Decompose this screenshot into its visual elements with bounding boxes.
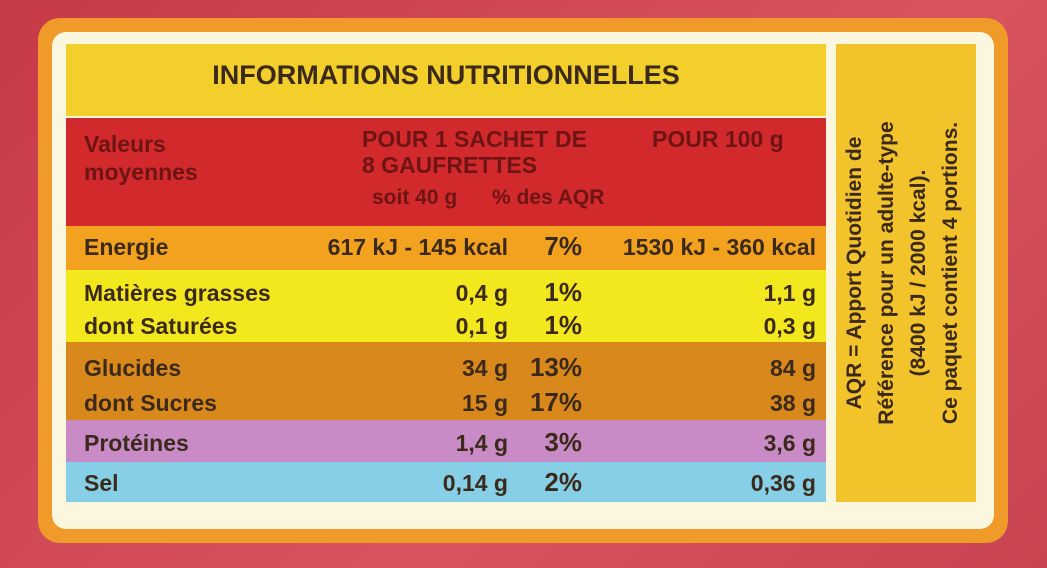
title-band (66, 44, 826, 116)
per-100g: 0,36 g (750, 470, 816, 496)
aqr-percent: 17% (529, 387, 582, 417)
aqr-percent: 3% (544, 427, 582, 457)
band-fat (66, 270, 826, 342)
text: moyennes (84, 159, 198, 185)
per-portion: 15 g (461, 390, 508, 416)
per-100g: 0,3 g (763, 313, 816, 339)
per-portion: 0,14 g (442, 470, 508, 496)
text: 8 GAUFRETTES (362, 152, 538, 178)
band-protein (66, 420, 826, 462)
header-unit: soit 40 g (372, 186, 458, 209)
row-label: dont Sucres (84, 390, 217, 416)
per-portion: 34 g (461, 355, 508, 381)
per-portion: 617 kJ - 145 kcal (327, 234, 508, 260)
per-portion: 1,4 g (455, 430, 508, 456)
note-line: (8400 kJ / 2000 kcal). (907, 169, 930, 377)
aqr-percent: 1% (544, 310, 582, 340)
text: Valeurs (84, 131, 166, 157)
row-label: Glucides (84, 355, 182, 381)
per-portion: 0,4 g (455, 280, 508, 306)
header-per100: POUR 100 g (652, 126, 784, 152)
row-label: Matières grasses (84, 280, 271, 306)
text: POUR 1 SACHET DE (362, 126, 587, 152)
note: AQR = Apport Quotidien de Référence pour… (839, 48, 971, 498)
aqr-percent: 2% (544, 467, 582, 497)
header-portion: POUR 1 SACHET DE 8 GAUFRETTES (362, 126, 587, 178)
title: INFORMATIONS NUTRITIONNELLES (212, 60, 680, 90)
per-100g: 1530 kJ - 360 kcal (622, 234, 816, 260)
header-aqr: % des AQR (492, 186, 605, 209)
band-salt (66, 462, 826, 502)
per-100g: 3,6 g (763, 430, 816, 456)
row-label: Energie (84, 234, 169, 260)
note-line: Référence pour un adulte-type (875, 121, 898, 425)
note-band (836, 44, 976, 502)
header-label: Valeurs moyennes (84, 130, 198, 186)
aqr-percent: 13% (529, 352, 582, 382)
header-band (66, 118, 826, 226)
per-portion: 0,1 g (455, 313, 508, 339)
per-100g: 38 g (769, 390, 816, 416)
note-line: Ce paquet contient 4 portions. (939, 121, 962, 425)
aqr-percent: 7% (544, 231, 582, 261)
per-100g: 84 g (769, 355, 816, 381)
note-line: AQR = Apport Quotidien de (843, 136, 866, 410)
row-label: Protéines (84, 430, 189, 456)
row-label: Sel (84, 470, 119, 496)
per-100g: 1,1 g (763, 280, 816, 306)
band-energy (66, 226, 826, 270)
row-label: dont Saturées (84, 313, 238, 339)
band-carbs (66, 342, 826, 420)
aqr-percent: 1% (544, 277, 582, 307)
